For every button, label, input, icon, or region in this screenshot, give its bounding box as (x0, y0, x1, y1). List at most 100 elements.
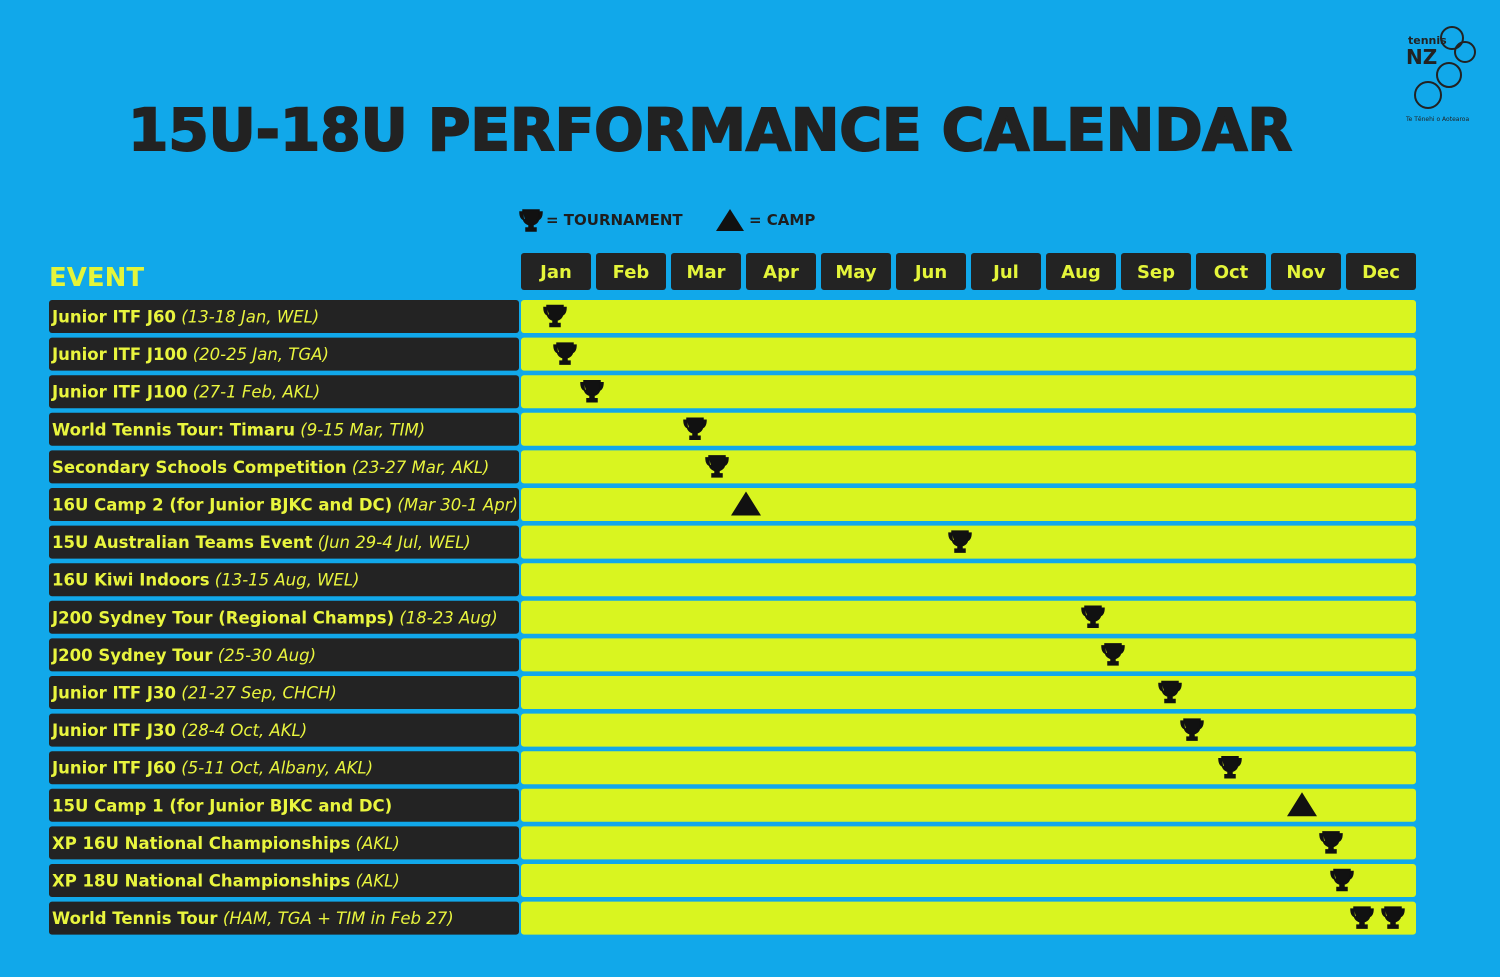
trophy-icon (519, 209, 543, 232)
event-label: 16U Camp 2 (for Junior BJKC and DC) (Mar… (52, 496, 518, 515)
trophy-shape (543, 304, 567, 328)
event-cell (49, 525, 519, 559)
trophy-icon (705, 455, 729, 478)
trophy-icon (543, 304, 567, 328)
event-cell (49, 600, 519, 634)
event-detail: (25-30 Aug) (218, 646, 316, 665)
trophy-icon (580, 379, 604, 403)
event-detail: (Mar 30-1 Apr) (397, 496, 518, 515)
trophy-shape (705, 455, 729, 478)
month-box (1046, 253, 1116, 290)
legend: = TOURNAMENT = CAMP (519, 209, 815, 232)
trophy-icon (1158, 680, 1182, 704)
logo-ball (1454, 41, 1476, 63)
trophy-icon (683, 417, 707, 441)
event-cell (49, 375, 519, 409)
timeline-bar (521, 638, 1416, 672)
month-box (746, 253, 816, 290)
title: 15U-18U PERFORMANCE CALENDAR (128, 96, 1292, 164)
trophy-icon (1350, 906, 1374, 929)
event-label: J200 Sydney Tour (25-30 Aug) (51, 646, 316, 665)
timeline-bar (521, 713, 1416, 747)
event-name: J200 Sydney Tour (Regional Champs) (51, 608, 394, 627)
camp-icon (731, 491, 761, 516)
event-label: Junior ITF J100 (27-1 Feb, AKL) (51, 383, 320, 402)
trophy-shape (683, 417, 707, 441)
timeline-bar (521, 788, 1416, 822)
event-cell (49, 488, 519, 521)
event-detail: (13-18 Jan, WEL) (181, 308, 319, 327)
event-name: Junior ITF J60 (51, 308, 176, 327)
event-detail: (23-27 Mar, AKL) (352, 458, 489, 477)
month-label: Feb (613, 262, 650, 283)
event-label: World Tennis Tour (HAM, TGA + TIM in Feb… (52, 909, 454, 928)
event-detail: (21-27 Sep, CHCH) (181, 684, 337, 703)
timeline-bar (521, 525, 1416, 559)
event-detail: (18-23 Aug) (399, 608, 497, 627)
event-cell (49, 713, 519, 747)
event-detail: (HAM, TGA + TIM in Feb 27) (223, 909, 454, 928)
event-cell (49, 826, 519, 860)
trophy-shape (948, 530, 972, 553)
month-box (1271, 253, 1341, 290)
event-label: Secondary Schools Competition (23-27 Mar… (52, 458, 489, 477)
month-label: Jan (538, 262, 572, 283)
trophy-icon (948, 530, 972, 553)
month-label: Sep (1137, 262, 1175, 283)
timeline-bar (521, 412, 1416, 446)
timeline-bar (521, 901, 1416, 935)
event-label: 15U Camp 1 (for Junior BJKC and DC) (52, 796, 392, 815)
trophy-icon (1330, 868, 1354, 892)
month-box (671, 253, 741, 290)
event-label: Junior ITF J60 (13-18 Jan, WEL) (51, 308, 319, 327)
logo-mark: NZ (1406, 45, 1437, 69)
event-cell (49, 563, 519, 597)
month-box (596, 253, 666, 290)
event-detail: (9-15 Mar, TIM) (300, 420, 425, 439)
month-label: Dec (1362, 262, 1400, 283)
event-name: World Tennis Tour (52, 909, 218, 928)
event-detail: (AKL) (356, 834, 400, 853)
month-box (971, 253, 1041, 290)
event-detail: (20-25 Jan, TGA) (193, 345, 329, 364)
timeline-bar (521, 450, 1416, 484)
event-label: 16U Kiwi Indoors (13-15 Aug, WEL) (52, 571, 359, 590)
month-label: Apr (763, 262, 799, 283)
month-label: Aug (1061, 262, 1101, 283)
timeline-bar (521, 751, 1416, 785)
trophy-shape (1158, 680, 1182, 704)
trophy-shape (1101, 643, 1125, 666)
event-cell (49, 337, 519, 371)
legend-camp: = CAMP (749, 211, 815, 229)
event-detail: (5-11 Oct, Albany, AKL) (181, 759, 373, 778)
event-name: Secondary Schools Competition (52, 458, 347, 477)
event-cell (49, 450, 519, 484)
event-name: 16U Kiwi Indoors (52, 571, 210, 590)
event-name: 15U Australian Teams Event (52, 533, 313, 552)
event-detail: (27-1 Feb, AKL) (193, 383, 320, 402)
event-label: World Tennis Tour: Timaru (9-15 Mar, TIM… (52, 420, 425, 439)
month-box (1346, 253, 1416, 290)
trophy-shape (1319, 831, 1343, 854)
trophy-icon (1081, 605, 1105, 629)
event-label: Junior ITF J100 (20-25 Jan, TGA) (51, 345, 329, 364)
event-detail: (AKL) (356, 872, 400, 891)
camp-icon (1287, 792, 1317, 817)
event-name: 16U Camp 2 (for Junior BJKC and DC) (52, 496, 392, 515)
event-name: J200 Sydney Tour (51, 646, 213, 665)
trophy-shape (1330, 868, 1354, 892)
legend-tournament: = TOURNAMENT (546, 211, 683, 229)
timeline-bar (521, 600, 1416, 634)
month-box (1121, 253, 1191, 290)
month-box (896, 253, 966, 290)
logo-word: tennis (1408, 34, 1447, 47)
event-cell (49, 864, 519, 897)
month-box (521, 253, 591, 290)
camp-icon (716, 209, 744, 231)
event-detail: (13-15 Aug, WEL) (215, 571, 360, 590)
event-label: J200 Sydney Tour (Regional Champs) (18-2… (51, 608, 498, 627)
trophy-icon (553, 342, 577, 365)
event-name: Junior ITF J30 (51, 721, 176, 740)
month-box (821, 253, 891, 290)
